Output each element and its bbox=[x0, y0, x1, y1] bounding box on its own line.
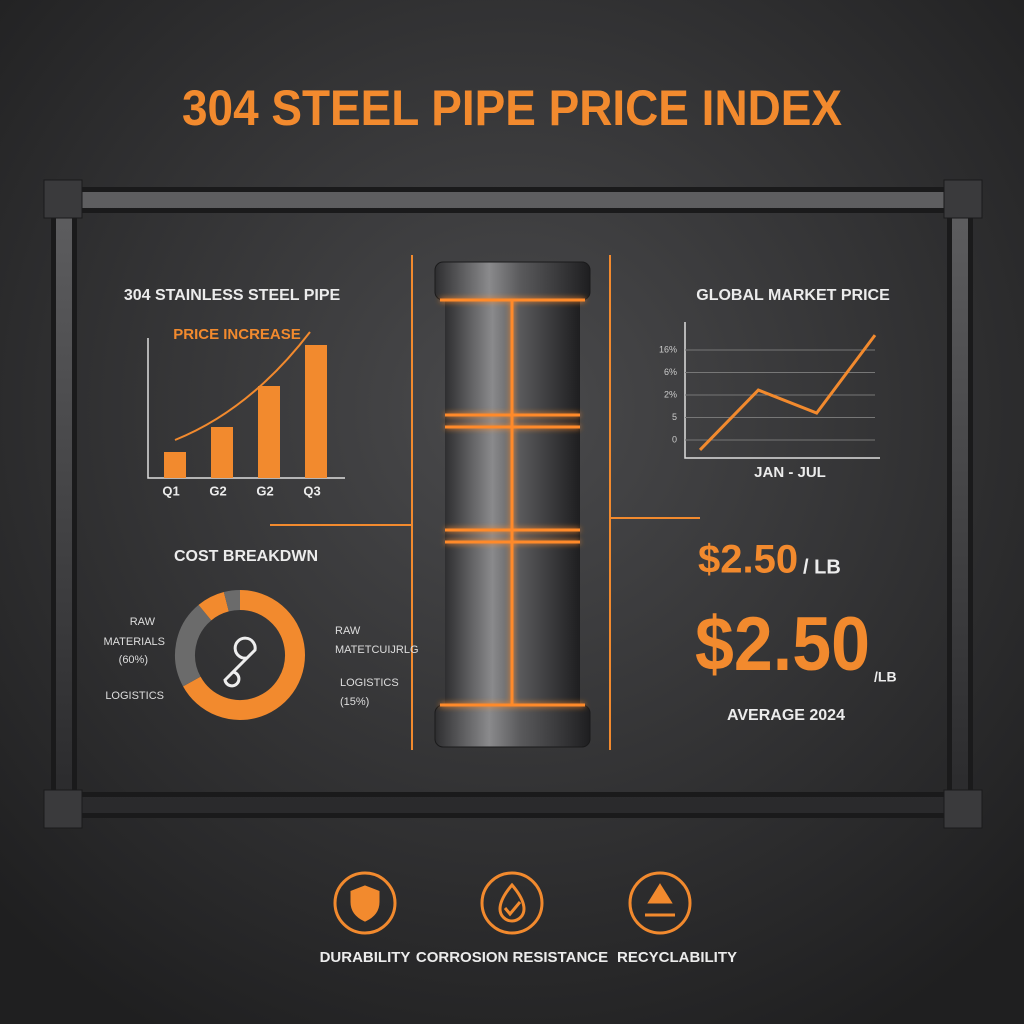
annotation: (60%) bbox=[119, 654, 148, 666]
donut-segment bbox=[183, 590, 305, 720]
pipe bbox=[434, 261, 591, 748]
x-tick-label: Q1 bbox=[162, 483, 179, 498]
x-tick-label: G2 bbox=[209, 483, 226, 498]
x-tick-label: G2 bbox=[256, 483, 273, 498]
y-tick-label: 6% bbox=[664, 367, 677, 377]
y-tick-label: 5 bbox=[672, 412, 677, 422]
annotation: MATETCUIJRLG bbox=[335, 644, 419, 656]
price-line bbox=[698, 334, 877, 451]
annotation: (15%) bbox=[340, 696, 369, 708]
pie-chart-title: COST BREAKDWN bbox=[174, 548, 318, 565]
y-tick-label: 2% bbox=[664, 389, 677, 399]
x-tick-label: Q3 bbox=[303, 483, 320, 498]
dividers bbox=[270, 255, 700, 750]
annotation: LOGISTICS bbox=[105, 690, 164, 702]
feature-label: RECYCLABILITY bbox=[617, 949, 737, 966]
annotation: RAW bbox=[130, 616, 156, 628]
bar-annotation: PRICE INCREASE bbox=[173, 326, 301, 343]
donut-segment bbox=[175, 604, 212, 687]
bar bbox=[305, 345, 327, 478]
donut-segment bbox=[223, 590, 241, 612]
y-tick-label: 0 bbox=[672, 434, 677, 444]
small-price: $2.50 bbox=[698, 538, 798, 582]
large-unit: /LB bbox=[874, 669, 897, 685]
small-unit: / LB bbox=[803, 556, 841, 578]
bar bbox=[211, 427, 233, 478]
pie-annotations: RAW MATERIALS (60%) LOGISTICS RAW MATETC… bbox=[103, 616, 418, 708]
bar bbox=[164, 452, 186, 478]
y-tick-label: 16% bbox=[659, 344, 677, 354]
line-chart-title: GLOBAL MARKET PRICE bbox=[696, 287, 890, 304]
donut-segment bbox=[198, 592, 230, 621]
axis bbox=[684, 322, 880, 459]
feature-label: CORROSION RESISTANCE bbox=[416, 949, 608, 966]
bar-chart-title: 304 STAINLESS STEEL PIPE bbox=[124, 287, 341, 304]
wrench-icon bbox=[223, 636, 257, 688]
annotation: MATERIALS bbox=[103, 636, 165, 648]
bar bbox=[258, 386, 280, 478]
frame bbox=[43, 179, 983, 829]
main-title: 304 STEEL PIPE PRICE INDEX bbox=[182, 80, 842, 136]
trend-arrow bbox=[174, 331, 311, 441]
x-axis-label: JAN - JUL bbox=[754, 464, 826, 481]
annotation: LOGISTICS bbox=[340, 677, 399, 689]
large-price: $2.50 bbox=[695, 602, 870, 687]
feature-label: DURABILITY bbox=[320, 949, 411, 966]
annotation: RAW bbox=[335, 625, 361, 637]
feature-icons bbox=[333, 871, 692, 935]
price-caption: AVERAGE 2024 bbox=[727, 707, 845, 724]
